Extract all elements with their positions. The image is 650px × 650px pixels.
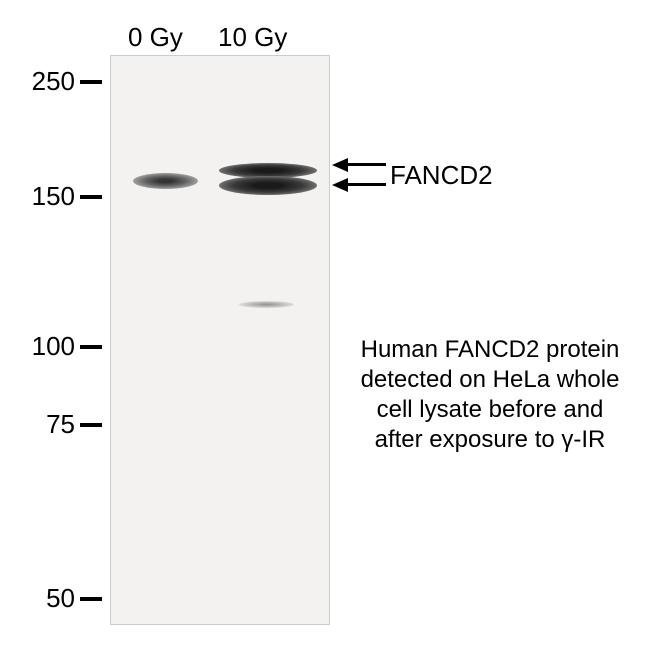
marker-tick-250 bbox=[80, 80, 102, 84]
protein-label-fancd2: FANCD2 bbox=[390, 160, 493, 191]
caption-line3: cell lysate before and bbox=[377, 396, 604, 423]
western-blot-figure: 0 Gy 10 Gy 250 150 100 75 50 FANCD2 Huma… bbox=[0, 0, 650, 650]
lane-label-10gy: 10 Gy bbox=[218, 22, 287, 53]
band-10gy-faint bbox=[239, 301, 294, 308]
blot-gel-area bbox=[110, 55, 330, 625]
caption-line1: Human FANCD2 protein bbox=[361, 336, 620, 363]
caption-line2: detected on HeLa whole bbox=[361, 366, 620, 393]
marker-50: 50 bbox=[15, 583, 75, 614]
marker-75: 75 bbox=[15, 409, 75, 440]
band-0gy bbox=[133, 173, 198, 189]
marker-250: 250 bbox=[15, 66, 75, 97]
lane-label-0gy: 0 Gy bbox=[128, 22, 183, 53]
marker-100: 100 bbox=[15, 331, 75, 362]
marker-tick-75 bbox=[80, 423, 102, 427]
marker-tick-50 bbox=[80, 597, 102, 601]
marker-tick-150 bbox=[80, 195, 102, 199]
figure-caption: Human FANCD2 protein detected on HeLa wh… bbox=[350, 335, 630, 455]
band-10gy-lower bbox=[219, 176, 317, 195]
caption-line4: after exposure to γ-IR bbox=[375, 426, 606, 453]
marker-tick-100 bbox=[80, 345, 102, 349]
marker-150: 150 bbox=[15, 181, 75, 212]
